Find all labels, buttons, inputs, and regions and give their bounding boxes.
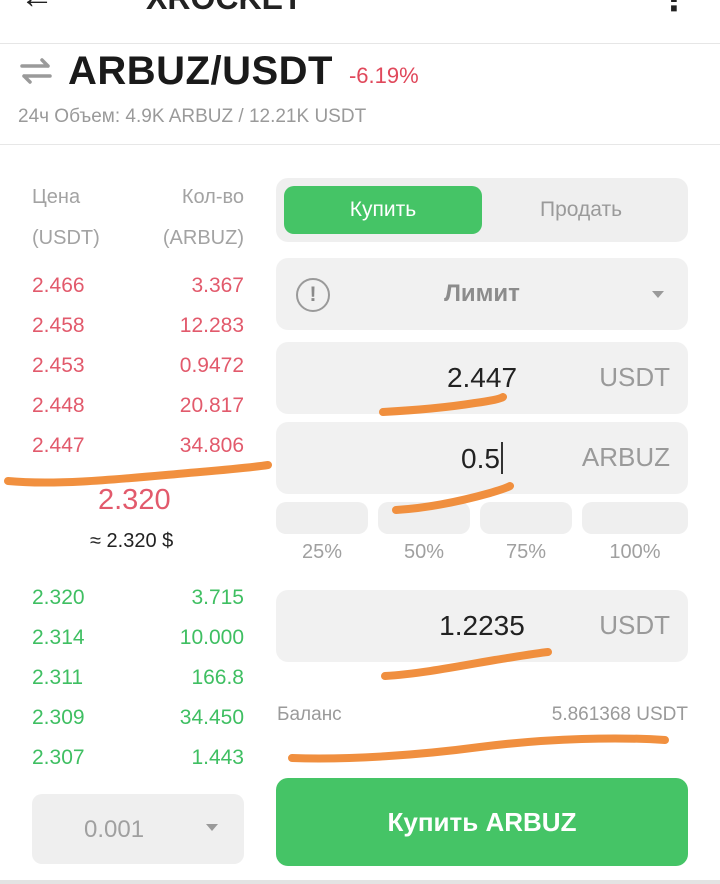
total-input[interactable]: 1.2235 USDT <box>276 590 688 662</box>
ask-qty: 3.367 <box>191 274 244 297</box>
amount-input-value: 0.5 <box>276 442 688 475</box>
percent-50-button[interactable] <box>378 502 470 534</box>
ask-qty: 12.283 <box>179 314 244 337</box>
percent-50-label: 50% <box>403 541 445 563</box>
percent-25-label: 25% <box>301 541 343 563</box>
total-input-unit: USDT <box>599 610 670 640</box>
bid-price: 2.311 <box>32 666 83 689</box>
balance-value: 5.861368 USDT <box>551 704 688 725</box>
ask-row[interactable]: 2.448 20.817 <box>32 394 244 418</box>
ask-row[interactable]: 2.466 3.367 <box>32 274 244 298</box>
ask-qty: 0.9472 <box>179 354 244 377</box>
pair-header: ARBUZ/USDT -6.19% <box>18 46 419 96</box>
percent-75-button[interactable] <box>480 502 572 534</box>
tab-sell[interactable]: Продать <box>539 198 623 221</box>
last-price: 2.320 <box>98 484 171 516</box>
bid-qty: 34.450 <box>179 706 244 729</box>
bid-price: 2.314 <box>32 626 85 649</box>
swap-icon[interactable] <box>18 56 54 86</box>
ask-price: 2.447 <box>32 434 85 457</box>
bid-price: 2.320 <box>32 586 85 609</box>
qty-header-unit: (ARBUZ) <box>162 227 244 249</box>
bid-qty: 10.000 <box>179 626 244 649</box>
bid-row[interactable]: 2.309 34.450 <box>32 706 244 730</box>
amount-input-text: 0.5 <box>461 443 500 474</box>
order-type-select[interactable]: ! Лимит <box>276 258 688 330</box>
bid-qty: 1.443 <box>191 746 244 769</box>
bid-qty: 3.715 <box>191 586 244 609</box>
last-price-usd: ≈ 2.320 $ <box>90 530 174 552</box>
ask-price: 2.466 <box>32 274 85 297</box>
price-step-select[interactable]: 0.001 <box>32 794 244 864</box>
ask-row[interactable]: 2.447 34.806 <box>32 434 244 458</box>
amount-input-unit: ARBUZ <box>581 442 670 472</box>
top-app-bar: ← XROCKET ⋮ <box>0 0 720 44</box>
bid-row[interactable]: 2.307 1.443 <box>32 746 244 770</box>
ask-row[interactable]: 2.458 12.283 <box>32 314 244 338</box>
app-title: XROCKET <box>146 0 302 17</box>
bid-price: 2.309 <box>32 706 85 729</box>
ask-qty: 34.806 <box>179 434 244 457</box>
ask-price: 2.448 <box>32 394 85 417</box>
price-input-value: 2.447 <box>446 362 518 393</box>
price-change-percent: -6.19% <box>348 63 419 88</box>
tab-buy[interactable]: Купить <box>284 186 482 234</box>
price-input-unit: USDT <box>599 362 670 392</box>
order-type-label: Лимит <box>444 280 520 307</box>
buy-arbuz-button[interactable]: Купить ARBUZ <box>276 778 688 866</box>
chevron-down-icon <box>206 824 218 831</box>
volume-24h: 24ч Объем: 4.9K ARBUZ / 12.21K USDT <box>18 106 367 127</box>
text-cursor <box>500 442 503 474</box>
bid-price: 2.307 <box>32 746 85 769</box>
pair-title[interactable]: ARBUZ/USDT <box>68 48 333 93</box>
price-header-unit: (USDT) <box>32 227 100 249</box>
percent-75-label: 75% <box>505 541 547 563</box>
percent-100-button[interactable] <box>582 502 688 534</box>
price-step-value: 0.001 <box>84 816 145 843</box>
divider <box>0 144 720 145</box>
balance-label: Баланс <box>277 704 342 725</box>
annotation-underline-balance <box>288 734 669 763</box>
percent-25-button[interactable] <box>276 502 368 534</box>
info-icon[interactable]: ! <box>296 278 330 312</box>
buy-sell-toggle: Купить Продать <box>276 178 688 242</box>
bid-row[interactable]: 2.314 10.000 <box>32 626 244 650</box>
chevron-down-icon <box>652 291 664 298</box>
ask-price: 2.453 <box>32 354 85 377</box>
price-header: Цена <box>32 186 81 208</box>
bid-row[interactable]: 2.311 166.8 <box>32 666 244 690</box>
ask-row[interactable]: 2.453 0.9472 <box>32 354 244 378</box>
ask-qty: 20.817 <box>179 394 244 417</box>
qty-header: Кол-во <box>181 186 244 208</box>
price-input[interactable]: 2.447 USDT <box>276 342 688 414</box>
bid-qty: 166.8 <box>191 666 244 689</box>
amount-input[interactable]: 0.5 ARBUZ <box>276 422 688 494</box>
bid-row[interactable]: 2.320 3.715 <box>32 586 244 610</box>
back-arrow-icon[interactable]: ← <box>20 0 54 17</box>
annotation-underline-orderbook <box>4 461 272 487</box>
orderbook-header-units: (USDT) (ARBUZ) <box>32 227 244 250</box>
total-input-value: 1.2235 <box>439 610 525 641</box>
percent-100-label: 100% <box>609 541 661 563</box>
more-menu-icon[interactable]: ⋮ <box>658 0 690 18</box>
bottom-edge <box>0 880 720 884</box>
orderbook-header-row: Цена Кол-во <box>32 186 244 209</box>
ask-price: 2.458 <box>32 314 85 337</box>
